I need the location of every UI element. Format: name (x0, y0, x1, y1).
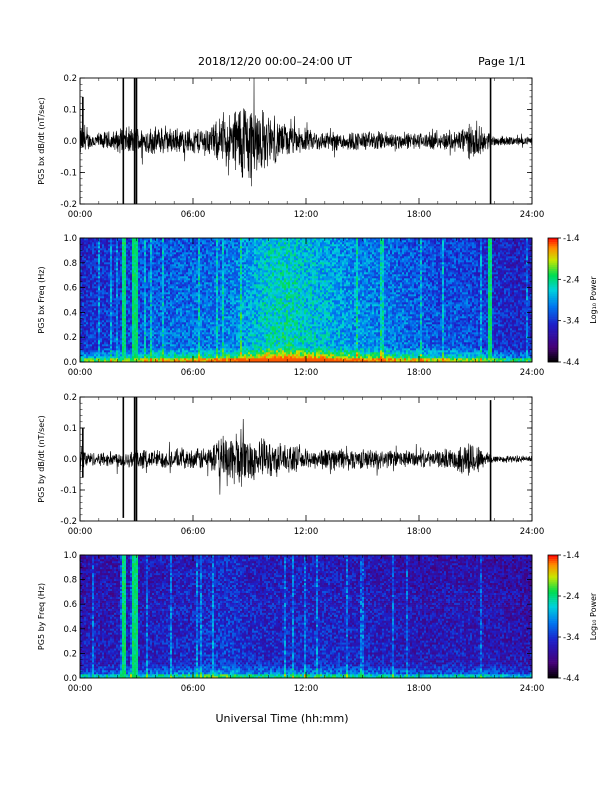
bx-spec-ytick-5: 0.0 (63, 358, 77, 368)
bx-spec-xtick-4: 24:00 (520, 368, 545, 378)
by-dbdt-ytick-0: 0.2 (63, 393, 77, 403)
bx-dbdt-ylabel: PG5 bx dB/dt (nT/sec) (37, 97, 46, 184)
bx-dbdt-ytick-0: 0.2 (63, 74, 77, 84)
bx-spec-ytick-4: 0.2 (63, 333, 77, 343)
page-number: Page 1/1 (478, 55, 526, 68)
by-dbdt-xtick-2: 12:00 (294, 527, 319, 537)
bx-dbdt-ytick-1: 0.1 (63, 106, 77, 116)
bx-spec-ytick-1: 0.8 (63, 259, 77, 269)
by-spec-panel: -1.4 -2.4 -3.4 -4.4 Log₁₀ Power 1.0 0.8 0.6 0.4 0… (37, 551, 598, 694)
bx-spec-colorbar-tick-3: -4.4 (563, 358, 580, 368)
bx-spec-ytick-0: 1.0 (63, 234, 77, 244)
bx-dbdt-ytick-3: -0.1 (60, 169, 77, 179)
by-dbdt-panel: 0.2 0.1 0.0 -0.1 -0.200:00 06:00 12:00 18:00 24:… (37, 393, 544, 537)
by-dbdt-ylabel: PG5 by dB/dt (nT/sec) (37, 415, 46, 502)
by-spec-ytick-5: 0.0 (63, 674, 77, 684)
by-spec-colorbar-tick-1: -2.4 (563, 592, 580, 602)
bx-dbdt-ytick-4: -0.2 (60, 200, 77, 210)
by-dbdt-xtick-4: 24:00 (520, 527, 545, 537)
bx-dbdt-xtick-3: 18:00 (407, 210, 432, 220)
page-title: 2018/12/20 00:00–24:00 UT (198, 55, 352, 68)
by-spec-ylabel: PG5 by Freq (Hz) (37, 583, 46, 650)
by-spec-xtick-3: 18:00 (407, 684, 432, 694)
by-dbdt-xtick-1: 06:00 (181, 527, 206, 537)
bx-spec-colorbar: -1.4 -2.4 -3.4 -4.4 Log₁₀ Power (548, 234, 598, 368)
by-spec-xtick-1: 06:00 (181, 684, 206, 694)
bx-dbdt-xtick-1: 06:00 (181, 210, 206, 220)
bx-dbdt-ytick-2: 0.0 (63, 137, 77, 147)
bx-spec-ytick-3: 0.4 (63, 308, 77, 318)
bx-dbdt-panel: 0.2 0.1 0.0 -0.1 -0.200:00 06:00 12:00 18:00 24:… (37, 74, 544, 220)
bx-spec-xtick-3: 18:00 (407, 368, 432, 378)
bx-dbdt-xtick-2: 12:00 (294, 210, 319, 220)
by-dbdt-xtick-0: 00:00 (68, 527, 93, 537)
by-spec-xtick-2: 12:00 (294, 684, 319, 694)
by-spec-ytick-0: 1.0 (63, 551, 77, 561)
bx-dbdt-xtick-0: 00:00 (68, 210, 93, 220)
by-dbdt-xtick-3: 18:00 (407, 527, 432, 537)
bx-spec-ylabel: PG5 bx Freq (Hz) (37, 266, 46, 333)
by-spec-ytick-4: 0.2 (63, 649, 77, 659)
by-spec-colorbar: -1.4 -2.4 -3.4 -4.4 Log₁₀ Power (548, 551, 598, 684)
by-spec-cells (80, 555, 532, 678)
bx-spec-panel: -1.4 -2.4 -3.4 -4.4 Log₁₀ Power 1.0 0.8 0.6 0.4 0… (37, 234, 598, 378)
x-axis-label: Universal Time (hh:mm) (216, 712, 349, 725)
by-spec-xtick-4: 24:00 (520, 684, 545, 694)
bx-spec-colorbar-label: Log₁₀ Power (589, 276, 598, 324)
by-dbdt-ytick-4: -0.2 (60, 517, 77, 527)
by-dbdt-ytick-2: 0.0 (63, 455, 77, 465)
bx-spec-colorbar-tick-0: -1.4 (563, 234, 580, 244)
bx-dbdt-xtick-4: 24:00 (520, 210, 545, 220)
by-spec-colorbar-tick-2: -3.4 (563, 633, 580, 643)
bx-spec-colorbar-tick-1: -2.4 (563, 275, 580, 285)
bx-spec-colorbar-tick-2: -3.4 (563, 317, 580, 327)
by-spec-ytick-1: 0.8 (63, 576, 77, 586)
by-dbdt-ytick-3: -0.1 (60, 486, 77, 496)
bx-spec-xtick-2: 12:00 (294, 368, 319, 378)
bx-spec-xtick-1: 06:00 (181, 368, 206, 378)
by-spec-colorbar-tick-3: -4.4 (563, 674, 580, 684)
by-spec-xtick-0: 00:00 (68, 684, 93, 694)
by-spec-colorbar-label: Log₁₀ Power (589, 592, 598, 640)
bx-spec-xtick-0: 00:00 (68, 368, 93, 378)
by-dbdt-ytick-1: 0.1 (63, 424, 77, 434)
bx-spec-ytick-2: 0.6 (63, 284, 77, 294)
by-spec-ytick-3: 0.4 (63, 625, 77, 635)
by-spec-ytick-2: 0.6 (63, 600, 77, 610)
by-dbdt-trace (80, 419, 532, 495)
bx-spec-cells (80, 238, 532, 362)
bx-dbdt-trace (80, 78, 532, 186)
by-spec-colorbar-tick-0: -1.4 (563, 551, 580, 561)
